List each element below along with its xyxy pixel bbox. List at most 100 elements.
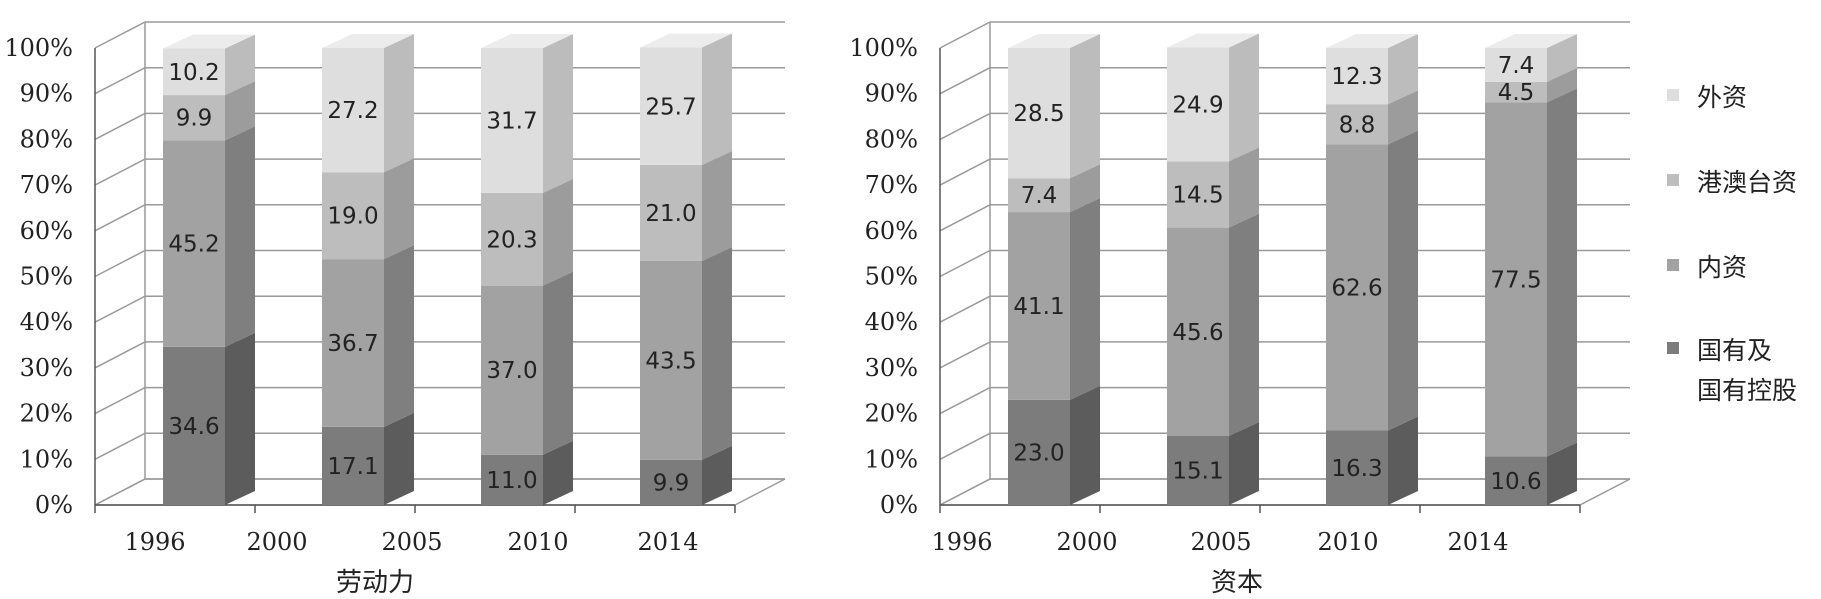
y-tick-label: 90%	[20, 80, 73, 108]
bar-segment-side	[702, 150, 732, 261]
y-tick-label: 80%	[865, 125, 918, 153]
side-gridline	[94, 67, 146, 95]
legend-label: 内资	[1697, 253, 1747, 282]
data-label: 41.1	[1013, 294, 1064, 320]
data-label: 45.2	[168, 232, 219, 258]
bar-segment	[1485, 48, 1547, 82]
x-tick-label: 2005	[1190, 528, 1251, 556]
bar-segment	[481, 192, 543, 286]
legend-label: 国有及	[1697, 336, 1772, 365]
bar-segment-side	[384, 245, 414, 427]
bar-segment	[1326, 48, 1388, 105]
y-tick-label: 10%	[20, 445, 73, 473]
bar-segment-side	[1070, 164, 1100, 213]
bar-segment	[163, 95, 225, 141]
side-gridline	[939, 295, 991, 323]
data-label: 20.3	[486, 227, 537, 253]
legend-swatch	[1667, 89, 1679, 101]
bar-segment-side	[1229, 33, 1259, 162]
side-gridline	[94, 295, 146, 323]
data-label: 37.0	[486, 358, 537, 384]
legend-swatch	[1667, 174, 1679, 186]
side-gridline	[939, 204, 991, 232]
bar-segment-side	[384, 412, 414, 505]
side-gridline	[94, 432, 146, 460]
bar-segment	[1167, 47, 1229, 162]
legend-label: 港澳台资	[1697, 168, 1797, 197]
bar-stack: 15.1 45.6 14.5 24.9	[1167, 33, 1259, 505]
data-label: 15.1	[1172, 458, 1223, 484]
bar-stack: 16.3 62.6 8.8 12.3	[1326, 34, 1418, 505]
x-axis-title: 资本	[1211, 568, 1263, 598]
legend-item: 外资	[1667, 83, 1747, 112]
bar-segment-top	[1167, 33, 1259, 48]
data-label: 31.7	[486, 108, 537, 134]
data-label: 77.5	[1490, 267, 1541, 293]
bar-segment-side	[1388, 130, 1418, 431]
data-label: 14.5	[1172, 182, 1223, 208]
data-label: 24.9	[1172, 92, 1223, 118]
bar-segment	[163, 140, 225, 347]
x-tick-label: 1996	[124, 528, 185, 556]
x-tick-label: 2010	[507, 528, 568, 556]
side-gridline	[939, 386, 991, 415]
legend-label: 国有控股	[1697, 376, 1797, 405]
panel-labor: 0% 10% 20% 30% 40% 50% 60% 70% 80% 90% 100% 1996 200…	[4, 21, 786, 598]
bar-segment-side	[1070, 198, 1100, 400]
legend-item: 内资	[1667, 253, 1747, 282]
data-label: 19.0	[327, 204, 378, 230]
y-tick-label: 100%	[849, 34, 918, 62]
bar-segment-side	[225, 332, 255, 505]
bar-segment	[1485, 81, 1547, 103]
y-tick-label: 60%	[20, 217, 73, 245]
bar-segment-top	[640, 33, 732, 48]
bar-stack: 34.6 45.2 9.9 10.2	[163, 34, 255, 505]
data-label: 16.3	[1331, 456, 1382, 482]
bar-segment	[1485, 102, 1547, 457]
bar-segment	[640, 260, 702, 460]
panel-capital: 0% 10% 20% 30% 40% 50% 60% 70% 80% 90% 100% 1996 200…	[849, 21, 1631, 598]
bar-segment-top	[1326, 34, 1418, 48]
bar-segment-side	[1229, 147, 1259, 228]
x-tick-label: 2010	[1317, 528, 1378, 556]
bar-segment-top	[163, 34, 255, 49]
bar-stack: 10.6 77.5 4.57.4	[1485, 34, 1577, 505]
bar-segment	[322, 426, 384, 505]
data-label: 28.5	[1013, 101, 1064, 127]
bar-stack: 11.0 37.0 20.3 31.7	[481, 34, 573, 505]
bar-segment	[1167, 161, 1229, 228]
legend-swatch	[1667, 342, 1679, 354]
bar-segment	[1167, 435, 1229, 505]
y-tick-label: 60%	[865, 217, 918, 245]
data-label: 17.1	[327, 454, 378, 480]
bar-segment-top	[1485, 34, 1577, 48]
bar-segment-top	[481, 34, 573, 48]
data-label: 45.6	[1172, 320, 1223, 346]
side-gridline	[939, 21, 991, 49]
side-gridline	[939, 432, 991, 460]
side-gridline	[94, 204, 146, 232]
bar-segment	[640, 164, 702, 261]
y-tick-label: 0%	[880, 491, 918, 519]
data-label: 25.7	[645, 94, 696, 120]
data-label: 62.6	[1331, 275, 1382, 301]
bar-segment	[481, 454, 543, 505]
bar-segment	[1008, 48, 1070, 179]
bar-segment	[1326, 104, 1388, 145]
y-tick-label: 100%	[4, 34, 73, 62]
y-tick-label: 0%	[35, 491, 73, 519]
side-gridline	[939, 67, 991, 95]
legend-swatch	[1667, 259, 1679, 271]
y-tick-label: 50%	[865, 263, 918, 291]
x-tick-label: 2014	[1447, 528, 1508, 556]
data-label: 27.2	[327, 98, 378, 124]
bar-segment-side	[1388, 34, 1418, 105]
side-gridline	[94, 112, 146, 141]
data-label: 34.6	[168, 414, 219, 440]
x-tick-label: 1996	[931, 528, 992, 556]
data-label: 10.2	[168, 60, 219, 86]
data-label: 43.5	[645, 348, 696, 374]
bar-segment-side	[225, 81, 255, 141]
